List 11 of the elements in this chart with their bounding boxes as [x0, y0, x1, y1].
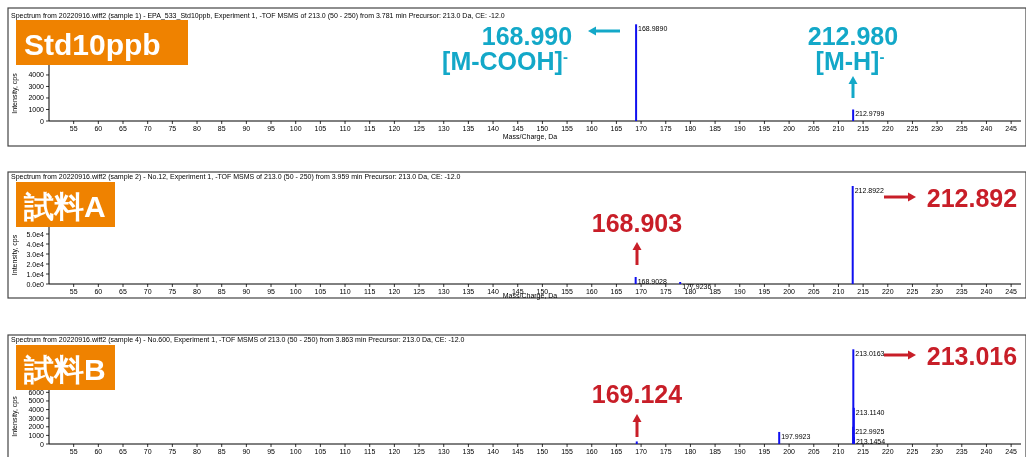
chart-subtitle: Std10ppb	[24, 28, 161, 61]
annotation: 168.990	[481, 22, 573, 50]
chart-subtitle: 試料A	[23, 190, 106, 223]
annotation: 212.892	[926, 184, 1018, 212]
annotation: [M-H]$^{-}$	[815, 47, 885, 75]
annotation: 212.980	[807, 22, 899, 50]
annotation: 169.124	[591, 380, 683, 408]
annotation: 168.903	[591, 209, 683, 237]
chart-subtitle: 試料B	[23, 353, 106, 386]
annotation: 213.016	[926, 342, 1018, 370]
annotation: [M-COOH]$^{-}$	[442, 47, 568, 75]
